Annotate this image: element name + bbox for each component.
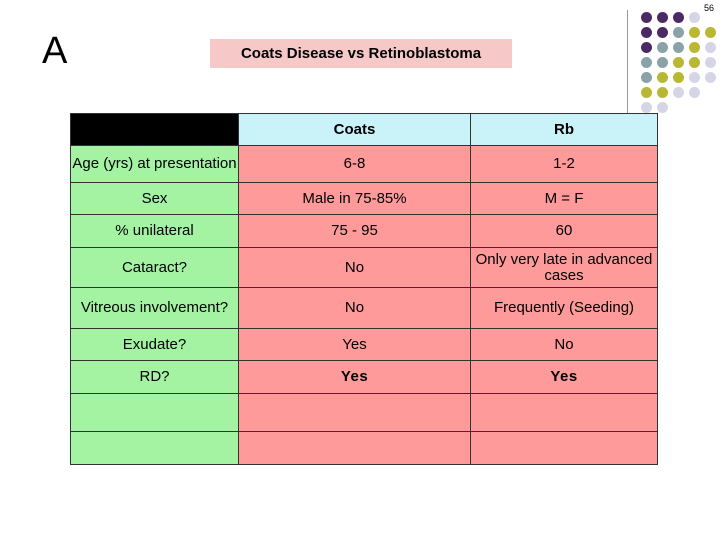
coats-value bbox=[238, 431, 471, 465]
dot bbox=[657, 12, 668, 23]
row-label: Sex bbox=[70, 181, 239, 216]
dot bbox=[705, 27, 716, 38]
rb-value: 60 bbox=[470, 214, 658, 248]
dot bbox=[641, 12, 652, 23]
dot bbox=[673, 42, 684, 53]
table-row bbox=[70, 392, 658, 433]
dot bbox=[657, 27, 668, 38]
dot bbox=[657, 57, 668, 68]
rb-value: M = F bbox=[470, 181, 658, 216]
dot bbox=[689, 72, 700, 83]
dot bbox=[641, 87, 652, 98]
table-row: Vitreous involvement? No Frequently (See… bbox=[70, 287, 658, 329]
coats-value: Male in 75-85% bbox=[238, 181, 471, 216]
comparison-table: Coats Rb Age (yrs) at presentation 6-8 1… bbox=[70, 112, 658, 465]
dot bbox=[673, 27, 684, 38]
rb-value: Yes bbox=[470, 360, 658, 394]
row-label bbox=[70, 431, 239, 465]
header-coats: Coats bbox=[238, 112, 471, 147]
dot bbox=[689, 27, 700, 38]
header-blank-cell bbox=[70, 112, 239, 147]
dot bbox=[689, 87, 700, 98]
rb-value bbox=[470, 392, 658, 433]
dot bbox=[673, 57, 684, 68]
coats-value: Yes bbox=[238, 327, 471, 362]
section-letter: A bbox=[42, 30, 68, 72]
dot bbox=[689, 42, 700, 53]
slide-title: Coats Disease vs Retinoblastoma bbox=[210, 39, 512, 68]
rb-value: Frequently (Seeding) bbox=[470, 287, 658, 329]
dot bbox=[657, 102, 668, 113]
row-label: RD? bbox=[70, 360, 239, 394]
coats-value: No bbox=[238, 287, 471, 329]
rb-value: No bbox=[470, 327, 658, 362]
header-rb: Rb bbox=[470, 112, 658, 147]
table-row: RD? Yes Yes bbox=[70, 360, 658, 394]
row-label bbox=[70, 392, 239, 433]
row-label: Exudate? bbox=[70, 327, 239, 362]
coats-value: 75 - 95 bbox=[238, 214, 471, 248]
row-label: % unilateral bbox=[70, 214, 239, 248]
dot bbox=[657, 42, 668, 53]
coats-value: No bbox=[238, 246, 471, 289]
table-row bbox=[70, 431, 658, 465]
dot bbox=[641, 72, 652, 83]
dot bbox=[705, 57, 716, 68]
table-row: Cataract? No Only very late in advanced … bbox=[70, 246, 658, 289]
dot bbox=[673, 72, 684, 83]
row-label: Cataract? bbox=[70, 246, 239, 289]
dot bbox=[641, 102, 652, 113]
coats-value bbox=[238, 392, 471, 433]
coats-value: Yes bbox=[238, 360, 471, 394]
table-row: % unilateral 75 - 95 60 bbox=[70, 214, 658, 248]
dot bbox=[641, 42, 652, 53]
table-row: Sex Male in 75-85% M = F bbox=[70, 181, 658, 216]
rb-value bbox=[470, 431, 658, 465]
row-label: Vitreous involvement? bbox=[70, 287, 239, 329]
dot bbox=[705, 72, 716, 83]
dot bbox=[673, 87, 684, 98]
dot bbox=[657, 87, 668, 98]
table-row: Age (yrs) at presentation 6-8 1-2 bbox=[70, 145, 658, 183]
table-header-row: Coats Rb bbox=[70, 112, 658, 147]
dot bbox=[641, 57, 652, 68]
decorative-divider bbox=[627, 10, 628, 120]
rb-value: Only very late in advanced cases bbox=[470, 246, 658, 289]
row-label: Age (yrs) at presentation bbox=[70, 145, 239, 183]
rb-value: 1-2 bbox=[470, 145, 658, 183]
dot bbox=[705, 42, 716, 53]
page-number: 56 bbox=[703, 3, 714, 13]
dot bbox=[689, 12, 700, 23]
table-row: Exudate? Yes No bbox=[70, 327, 658, 362]
dot bbox=[673, 12, 684, 23]
coats-value: 6-8 bbox=[238, 145, 471, 183]
dot bbox=[641, 27, 652, 38]
dot bbox=[657, 72, 668, 83]
dot bbox=[689, 57, 700, 68]
